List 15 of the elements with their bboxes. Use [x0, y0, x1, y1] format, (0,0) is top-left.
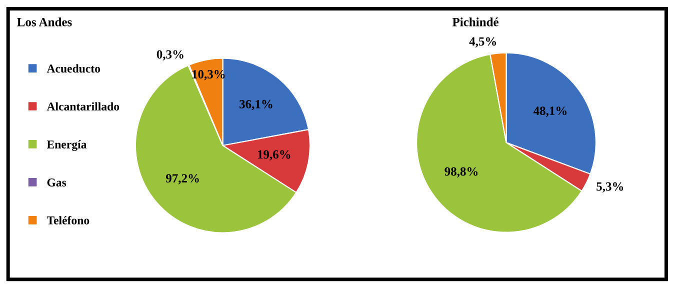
- data-label: 0,3%: [156, 50, 184, 60]
- legend-label: Acueducto: [46, 64, 100, 73]
- data-label: 36,1%: [240, 100, 272, 110]
- legend-label: Teléfono: [46, 216, 90, 224]
- chart-title: Los Andes: [17, 18, 72, 26]
- chart-title: Pichindé: [452, 18, 498, 26]
- data-label: 97,2%: [166, 174, 199, 184]
- data-label: 5,3%: [596, 182, 624, 193]
- legend-label: Energía: [46, 140, 87, 151]
- data-label: 48,1%: [533, 106, 566, 117]
- data-label: 98,8%: [444, 167, 478, 178]
- data-label: 4,5%: [469, 37, 496, 48]
- legend-label: Gas: [47, 178, 66, 186]
- legend-label: Alcantarillado: [46, 102, 120, 111]
- data-label: 19,6%: [258, 150, 290, 160]
